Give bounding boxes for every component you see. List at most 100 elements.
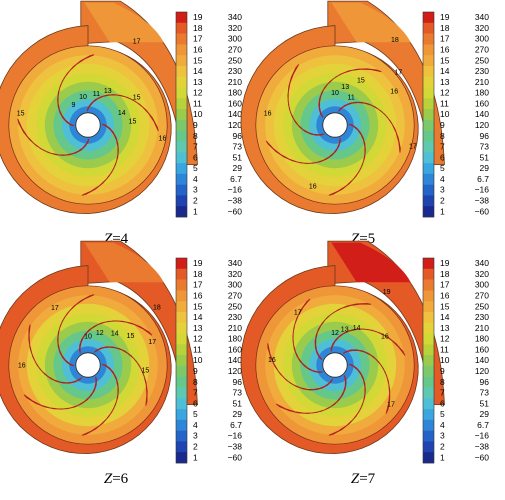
impeller-blade [17,118,90,156]
contour-label: 17 [294,309,302,316]
contour-label: 16 [18,363,26,370]
legend-level: 19 [193,12,203,22]
impeller-hub [75,352,101,378]
contour-label: 15 [357,78,365,85]
legend-swatch-12 [176,87,187,99]
legend-swatch-13 [423,76,434,88]
legend-level: 12 [440,88,450,98]
legend-level: 7 [440,142,445,152]
legend-value: 210 [228,77,242,87]
legend-level: 10 [440,355,450,365]
legend-level: 2 [193,442,198,452]
legend-level: 6 [440,398,445,408]
contour-label: 16 [159,136,167,143]
contour-label: 16 [390,88,398,95]
legend-value: −60 [228,206,243,216]
legend-swatch-5 [423,409,434,421]
legend-value: 6.7 [477,420,489,430]
impeller-blade [328,363,366,436]
legend-value: 51 [233,152,243,162]
contour-label: 14 [353,325,361,332]
legend-swatch-11 [423,344,434,356]
legend-level: 8 [193,131,198,141]
legend-swatch-11 [423,98,434,110]
panel-caption: Z=4 [104,231,129,247]
legend-level: 4 [440,420,445,430]
legend-value: 120 [228,366,242,376]
legend-swatch-5 [176,409,187,421]
legend-level: 16 [193,45,203,55]
legend-swatch-4 [176,173,187,185]
legend-value: 73 [480,142,490,152]
legend-swatch-12 [423,333,434,345]
legend-swatch-18 [176,22,187,34]
legend-swatch-9 [176,365,187,377]
legend-value: 96 [480,377,490,387]
legend-value: 73 [480,388,490,398]
legend-value: 230 [228,312,242,322]
legend-swatch-3 [176,430,187,442]
legend-level: 2 [440,196,445,206]
legend-value: 6.7 [230,420,242,430]
legend-value: 180 [475,334,489,344]
legend-swatch-6 [176,398,187,410]
legend-value: 6.7 [230,174,242,184]
contour-label: 18 [391,37,399,44]
legend-value: −16 [475,431,490,441]
legend-value: 73 [233,388,243,398]
legend-value: 140 [228,355,242,365]
contour-label: 10 [84,334,92,341]
legend-level: 14 [193,66,203,76]
legend-level: 8 [440,377,445,387]
legend-level: 1 [440,206,445,216]
legend-swatch-8 [423,376,434,388]
legend-swatch-12 [423,87,434,99]
legend-swatch-3 [423,430,434,442]
legend-swatch-17 [176,279,187,291]
impeller-blade [292,298,323,373]
legend-level: 7 [193,142,198,152]
impeller-blade [78,320,153,354]
legend-level: 13 [193,77,203,87]
legend-swatch-4 [423,419,434,431]
legend-value: −38 [475,442,490,452]
legend-frame [175,11,188,218]
legend-swatch-16 [176,44,187,56]
legend-value: 29 [233,163,243,173]
caption-variable: Z [351,231,360,247]
legend-value: 230 [475,66,489,76]
legend-value: 160 [475,344,489,354]
legend-swatch-1 [423,452,434,464]
legend-swatch-7 [423,141,434,153]
legend-level: 6 [440,152,445,162]
legend-swatch-16 [176,290,187,302]
panel-caption: Z=5 [351,231,375,247]
legend-level: 3 [440,185,445,195]
legend-swatch-12 [176,333,187,345]
legend-level: 6 [193,398,198,408]
legend-value: −60 [475,452,490,462]
legend-swatch-15 [176,301,187,313]
legend-swatch-2 [176,441,187,453]
legend-frame [422,11,435,218]
legend-swatch-8 [176,130,187,142]
legend-level: 4 [440,174,445,184]
legend-value: 270 [228,291,242,301]
impeller-blade [81,363,119,436]
contour-label: 17 [51,305,59,312]
contour-label: 9 [72,102,76,109]
impeller-blade [57,54,95,127]
legend-swatch-13 [176,322,187,334]
caption-equals: = [359,471,367,487]
legend-value: 96 [480,131,490,141]
legend-value: 120 [475,366,489,376]
legend-swatch-9 [176,119,187,131]
legend-swatch-9 [423,119,434,131]
legend-frame [175,257,188,464]
caption-value: 7 [368,471,376,487]
legend-value: 210 [475,77,489,87]
legend-swatch-6 [176,152,187,164]
contour-label: 10 [79,94,87,101]
